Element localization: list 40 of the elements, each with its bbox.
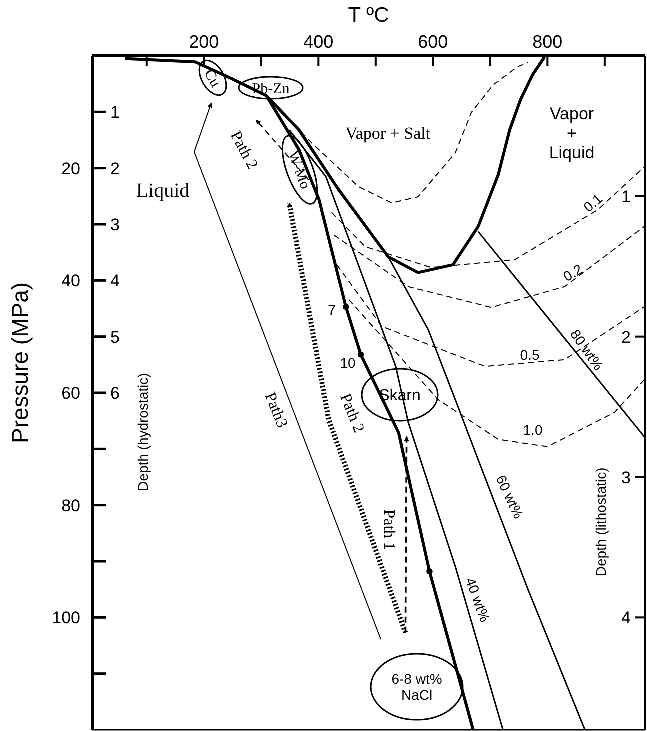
y2-tick-label: 1 [110,103,120,122]
annotation: 7 [328,302,336,318]
y3-tick-label: 4 [622,608,631,628]
y-tick-label: 60 [62,384,80,403]
annotation: 60 wt% [493,472,528,522]
annotation: 6-8 wt% NaCl [392,670,442,703]
annotation: Path 2 [227,128,262,172]
y-tick-label: 40 [62,272,80,291]
annotation: Path 2 [336,391,368,436]
annotation: 0.1 [580,190,606,216]
annotation: Path3 [261,390,291,430]
annotation: Vapor + Salt [345,124,431,143]
annotation: W-Mo [284,149,314,192]
y-tick-label: 80 [62,496,80,516]
y-tick-label: 100 [52,608,80,628]
x-tick-label: 600 [418,32,448,52]
annotation: Vapor + Liquid [549,104,595,162]
annotation: 1.0 [523,422,543,438]
annotation: Path 1 [380,510,398,550]
x-tick-label: 400 [304,32,334,52]
y3-axis-title: Depth (lithostatic) [593,468,609,577]
x-tick-label: 800 [532,32,563,52]
y2-tick-label: 3 [110,216,120,234]
y2-tick-label: 6 [110,384,120,403]
annotation: 0.5 [520,346,540,363]
x-tick-label: 200 [189,32,220,52]
y2-axis-title: Depth (hydrostatic) [135,373,151,492]
y-axis-title: Pressure (MPa) [7,282,33,444]
annotation: 0.2 [560,261,586,285]
annotation: Liquid [136,180,190,202]
y2-tick-label: 2 [110,159,120,178]
annotation: 40 wt% [462,576,494,624]
annotation: 10 [340,354,356,371]
y-tick-label: 20 [62,159,80,178]
y2-tick-label: 4 [110,272,120,291]
x-axis-title: T ºC [348,4,390,27]
y3-tick-label: 1 [622,187,631,206]
y3-tick-label: 3 [622,468,631,488]
y2-tick-label: 5 [110,328,120,347]
y3-tick-label: 2 [622,328,631,347]
